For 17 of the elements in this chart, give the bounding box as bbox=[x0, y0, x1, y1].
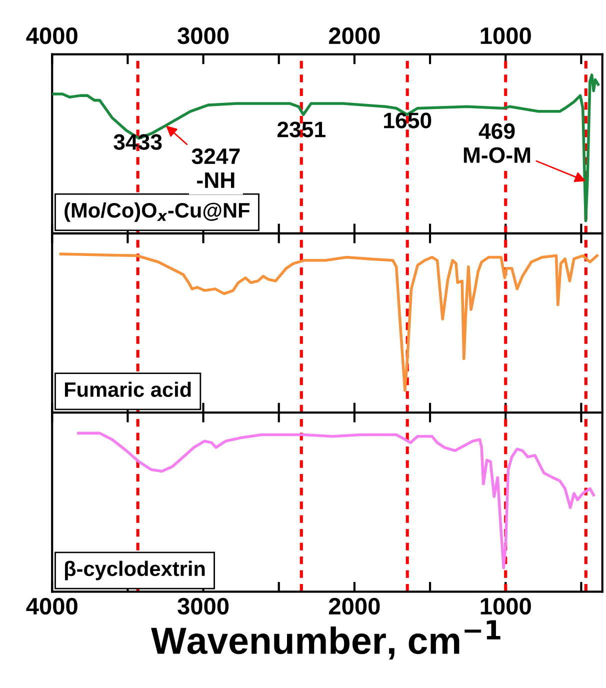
ref-line-label: 1650 bbox=[384, 112, 432, 128]
x-axis-title: Wavenumber, cm$^{−1}$ bbox=[151, 620, 500, 660]
text: β-cyclodextrin bbox=[65, 560, 205, 580]
x-tick-label: 4000 bbox=[26, 27, 78, 44]
ref-line-label: 3433 bbox=[114, 134, 162, 150]
annotation: 3247 -NH bbox=[192, 148, 240, 188]
x-tick-label: 2000 bbox=[329, 598, 380, 615]
x-tick-label: 1000 bbox=[480, 598, 531, 615]
x-tick-label: 4000 bbox=[26, 598, 78, 615]
text: (Mo/Co)O$_{x}$-Cu@NF bbox=[64, 202, 250, 222]
x-tick-label: 2000 bbox=[329, 27, 380, 44]
x-tick-label: 3000 bbox=[178, 598, 229, 615]
text: Fumaric acid bbox=[64, 382, 191, 397]
ref-line-label: 2351 bbox=[277, 122, 326, 138]
x-tick-label: 3000 bbox=[178, 27, 229, 44]
x-tick-label: 1000 bbox=[480, 27, 531, 44]
annotation: 469 M-O-M bbox=[464, 123, 530, 163]
